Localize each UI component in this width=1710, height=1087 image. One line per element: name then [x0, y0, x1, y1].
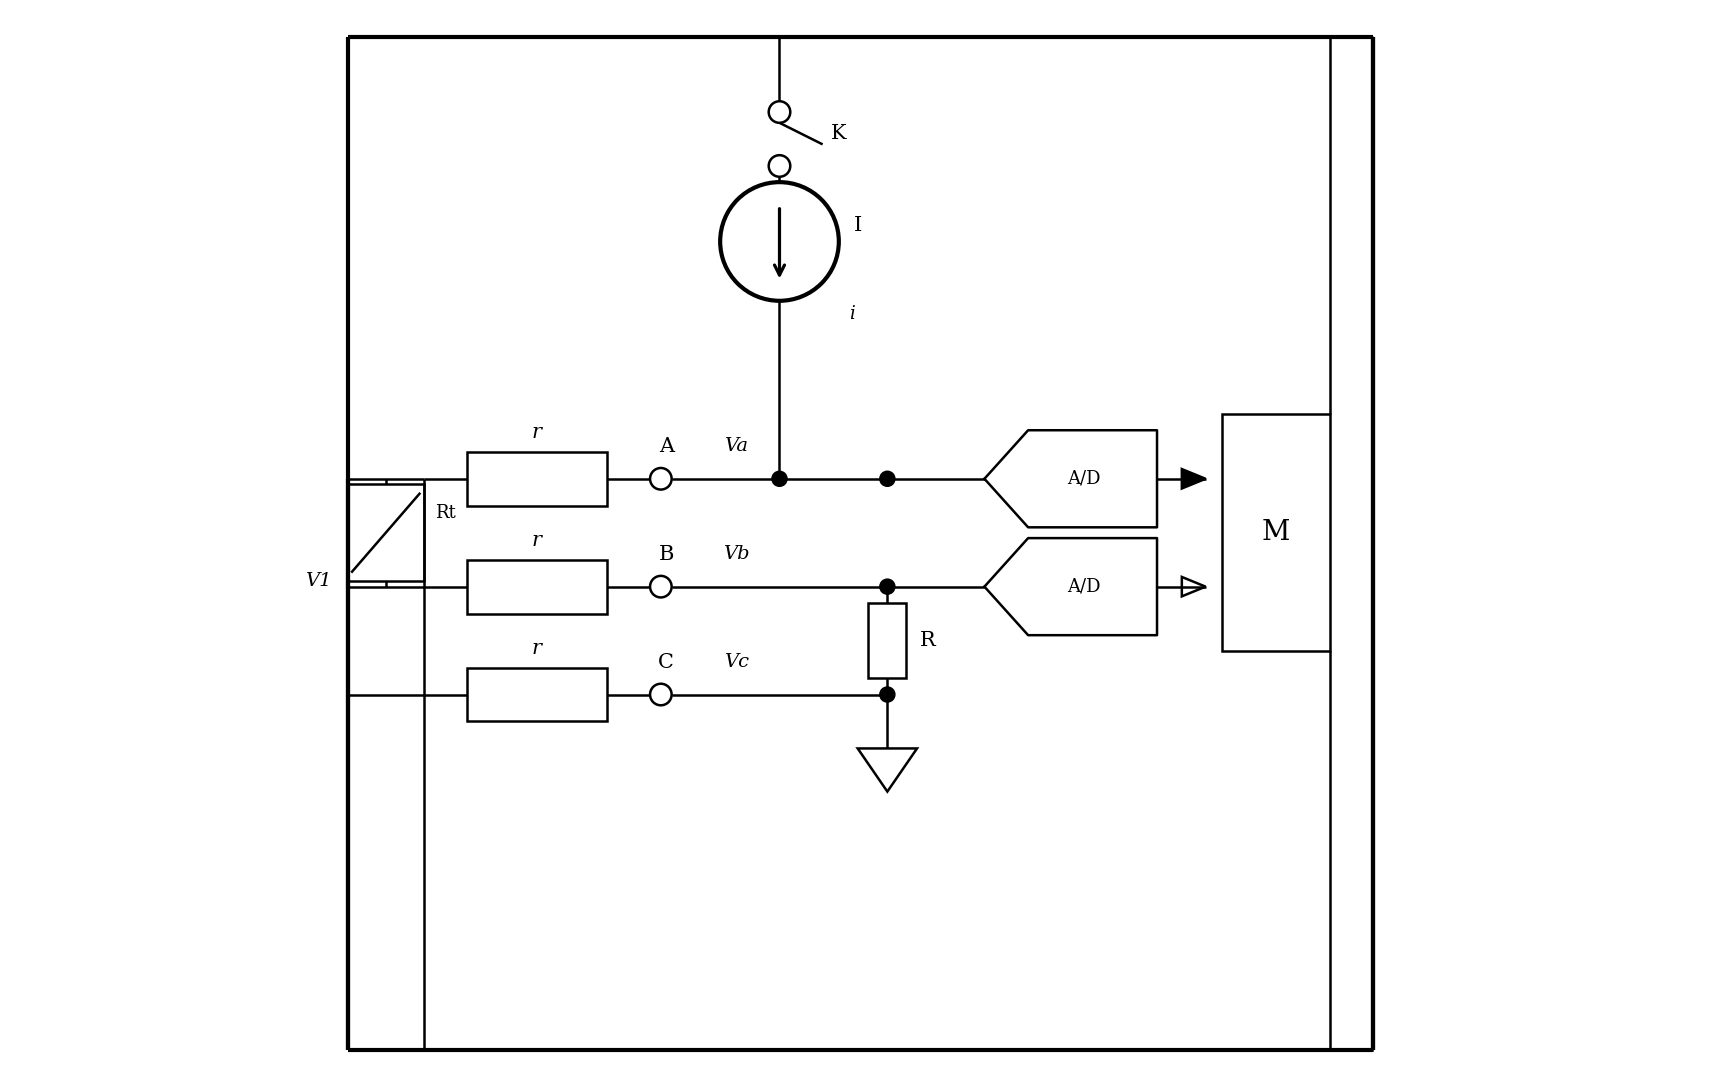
Bar — [869, 603, 906, 678]
Bar — [467, 667, 607, 722]
Text: A/D: A/D — [1067, 577, 1101, 596]
Text: r: r — [532, 530, 542, 550]
Circle shape — [881, 687, 894, 702]
Text: A: A — [658, 437, 674, 455]
Bar — [467, 452, 607, 505]
Text: V1: V1 — [306, 572, 332, 590]
Bar — [467, 560, 607, 614]
Text: Rt: Rt — [434, 504, 455, 522]
Text: I: I — [853, 216, 862, 235]
Text: Va: Va — [725, 437, 749, 455]
Text: M: M — [1262, 520, 1289, 546]
Text: i: i — [848, 304, 855, 323]
Circle shape — [881, 579, 894, 595]
Circle shape — [771, 472, 787, 486]
Text: Vc: Vc — [723, 653, 749, 671]
Text: r: r — [532, 639, 542, 658]
Text: r: r — [532, 423, 542, 442]
Text: C: C — [658, 652, 674, 672]
Text: K: K — [831, 124, 846, 143]
Text: A/D: A/D — [1067, 470, 1101, 488]
Text: Vb: Vb — [723, 546, 749, 563]
Text: B: B — [658, 545, 674, 564]
Circle shape — [881, 472, 894, 486]
Text: R: R — [920, 632, 935, 650]
Bar — [1221, 414, 1330, 651]
Bar — [349, 484, 424, 582]
Polygon shape — [1182, 470, 1206, 488]
